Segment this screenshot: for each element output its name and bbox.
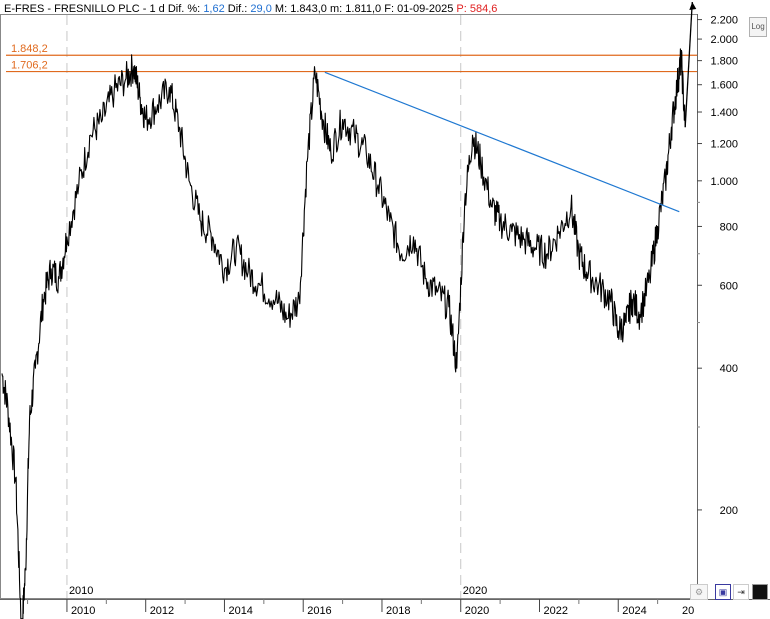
x-tick-label: 2020	[465, 605, 489, 617]
time-axis-panel	[0, 599, 770, 619]
x-tick-label: 2014	[228, 605, 252, 617]
y-tick-label: 600	[720, 280, 738, 292]
plot-area	[0, 14, 698, 599]
y-tick-label: 400	[720, 363, 738, 375]
price-label: P:	[456, 3, 467, 15]
x-tick-label: 2018	[386, 605, 410, 617]
y-tick-label: 2.200	[710, 15, 738, 27]
price-level-label: 1.706,2	[11, 60, 48, 72]
y-tick-label: 1.600	[710, 80, 738, 92]
date-label: F:	[384, 3, 394, 15]
x-axis-ticks: 2010 2012 2014 2016 2018 2020 2022 2024 20	[27, 599, 694, 617]
max-label: M:	[274, 3, 288, 15]
x-tick-label: 2012	[150, 605, 174, 617]
x-tick-label: 2022	[543, 605, 567, 617]
price-axis-panel	[698, 14, 770, 599]
y-tick-label: 1.400	[710, 107, 738, 119]
dif-pct-value: 1,62	[203, 3, 225, 15]
x-tick-label: 2024	[622, 605, 646, 617]
dif-value: 29,0	[250, 3, 272, 15]
price-series-layer	[1, 48, 686, 619]
resistance-trendline	[324, 71, 680, 213]
min-value: 1.811,0	[345, 3, 382, 15]
dif-pct-label: Dif. %:	[167, 3, 201, 15]
y-axis-ticks: 200 400 600 800 1.000 1.200 1.400 1.600 1.800 2.0…	[697, 15, 738, 517]
price-level-label: 1.848,2	[11, 43, 48, 55]
y-tick-label: 1.200	[710, 139, 738, 151]
cursor-icon[interactable]: ⇥	[733, 584, 749, 600]
price-value: 584,6	[469, 3, 498, 15]
trendline-layer	[324, 1, 697, 213]
y-tick-label: 2.000	[710, 34, 738, 46]
price-series-line	[1, 48, 686, 619]
period-label: 1 d	[149, 3, 165, 15]
save-icon[interactable]: ▣	[715, 584, 731, 600]
chart-settings-icon[interactable]: ⚙	[690, 584, 708, 600]
log-scale-toggle[interactable]: Log	[749, 17, 767, 37]
decade-label: 2010	[69, 585, 93, 597]
projection-arrow-line	[684, 1, 693, 128]
y-tick-label: 200	[720, 505, 738, 517]
color-swatch-icon[interactable]	[752, 584, 768, 600]
decade-label: 2020	[463, 585, 487, 597]
horizontal-levels: 1.848,2 1.706,2	[6, 43, 697, 73]
dif-label: Dif.:	[227, 3, 248, 15]
y-tick-label: 800	[720, 221, 738, 233]
x-tick-label: 2016	[307, 605, 331, 617]
projection-arrow-head	[689, 2, 697, 10]
symbol-name: E-FRES - FRESNILLO PLC -	[4, 3, 147, 15]
max-value: 1.843,0	[290, 3, 327, 15]
date-value: 01-09-2025	[397, 3, 454, 15]
y-tick-label: 1.000	[710, 176, 738, 188]
x-tick-label: 2010	[71, 605, 95, 617]
min-label: m:	[329, 3, 343, 15]
x-tick-label-last: 20	[682, 605, 694, 617]
chart-header: E-FRES - FRESNILLO PLC - 1 d Dif. %: 1,6…	[4, 3, 497, 15]
y-tick-label: 1.800	[710, 56, 738, 68]
